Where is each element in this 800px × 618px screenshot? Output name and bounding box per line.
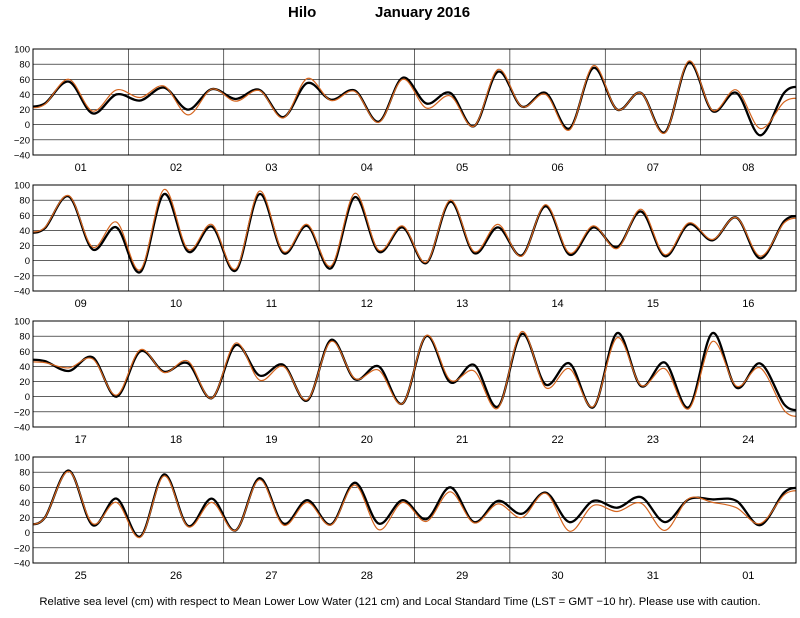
day-label: 25 — [75, 570, 87, 582]
panel-frame — [32, 184, 797, 292]
predicted-series-line — [33, 330, 796, 417]
day-label: 16 — [742, 298, 754, 310]
day-label: 09 — [75, 298, 87, 310]
y-tick-label: −40 — [14, 287, 30, 298]
title-row: Hilo January 2016 — [0, 4, 800, 28]
predicted-series-line — [33, 188, 796, 271]
day-label: 24 — [742, 434, 754, 446]
y-tick-label: −20 — [14, 407, 30, 418]
day-label: 28 — [361, 570, 373, 582]
day-label: 17 — [75, 434, 87, 446]
y-tick-label: 0 — [25, 256, 30, 267]
y-tick-label: 80 — [19, 60, 30, 71]
day-label: 26 — [170, 570, 182, 582]
day-label: 30 — [551, 570, 563, 582]
day-label: 02 — [170, 162, 182, 174]
observed-series-line — [33, 192, 796, 274]
y-tick-label: −40 — [14, 423, 30, 434]
y-tick-label: 20 — [19, 105, 30, 116]
chart-title-place: Hilo — [288, 4, 317, 21]
y-tick-label: −40 — [14, 559, 30, 570]
day-label: 01 — [742, 570, 754, 582]
day-label: 18 — [170, 434, 182, 446]
day-label: 19 — [265, 434, 277, 446]
day-label: 11 — [266, 298, 277, 310]
panel-frame — [32, 456, 797, 564]
y-tick-label: −20 — [14, 271, 30, 282]
y-tick-label: 80 — [19, 468, 30, 479]
day-label: 07 — [647, 162, 659, 174]
y-tick-label: 100 — [14, 181, 30, 192]
y-tick-label: 0 — [25, 120, 30, 131]
day-label: 04 — [361, 162, 373, 174]
day-label: 21 — [456, 434, 468, 446]
day-label: 08 — [742, 162, 754, 174]
y-tick-label: 80 — [19, 332, 30, 343]
y-tick-label: −40 — [14, 151, 30, 162]
day-label: 22 — [551, 434, 563, 446]
y-tick-label: 60 — [19, 75, 30, 86]
day-label: 23 — [647, 434, 659, 446]
panel-frame — [32, 320, 797, 428]
day-label: 01 — [75, 162, 87, 174]
y-tick-label: 0 — [25, 528, 30, 539]
chart-title-month: January 2016 — [375, 4, 471, 21]
y-tick-label: 60 — [19, 211, 30, 222]
day-label: 29 — [456, 570, 468, 582]
y-tick-label: −20 — [14, 543, 30, 554]
day-label: 20 — [361, 434, 373, 446]
day-label: 14 — [551, 298, 563, 310]
y-tick-label: 40 — [19, 226, 30, 237]
y-tick-label: 60 — [19, 347, 30, 358]
day-label: 03 — [265, 162, 277, 174]
day-label: 12 — [361, 298, 373, 310]
y-tick-label: 100 — [14, 317, 30, 328]
day-label: 13 — [456, 298, 468, 310]
predicted-series-line — [33, 60, 796, 134]
y-tick-label: 40 — [19, 498, 30, 509]
y-tick-label: 100 — [14, 45, 30, 56]
y-tick-label: 80 — [19, 196, 30, 207]
y-tick-label: −20 — [14, 135, 30, 146]
y-tick-label: 20 — [19, 241, 30, 252]
y-tick-label: 20 — [19, 513, 30, 524]
day-label: 10 — [170, 298, 182, 310]
y-tick-label: 20 — [19, 377, 30, 388]
day-label: 06 — [551, 162, 563, 174]
chart-footnote: Relative sea level (cm) with respect to … — [39, 596, 761, 608]
predicted-series-line — [33, 470, 796, 538]
y-tick-label: 100 — [14, 453, 30, 464]
panel-frame — [32, 48, 797, 156]
day-label: 27 — [265, 570, 277, 582]
day-label: 05 — [456, 162, 468, 174]
y-tick-label: 40 — [19, 362, 30, 373]
y-tick-label: 60 — [19, 483, 30, 494]
y-tick-label: 40 — [19, 90, 30, 101]
day-label: 15 — [647, 298, 659, 310]
day-label: 31 — [647, 570, 659, 582]
y-tick-label: 0 — [25, 392, 30, 403]
